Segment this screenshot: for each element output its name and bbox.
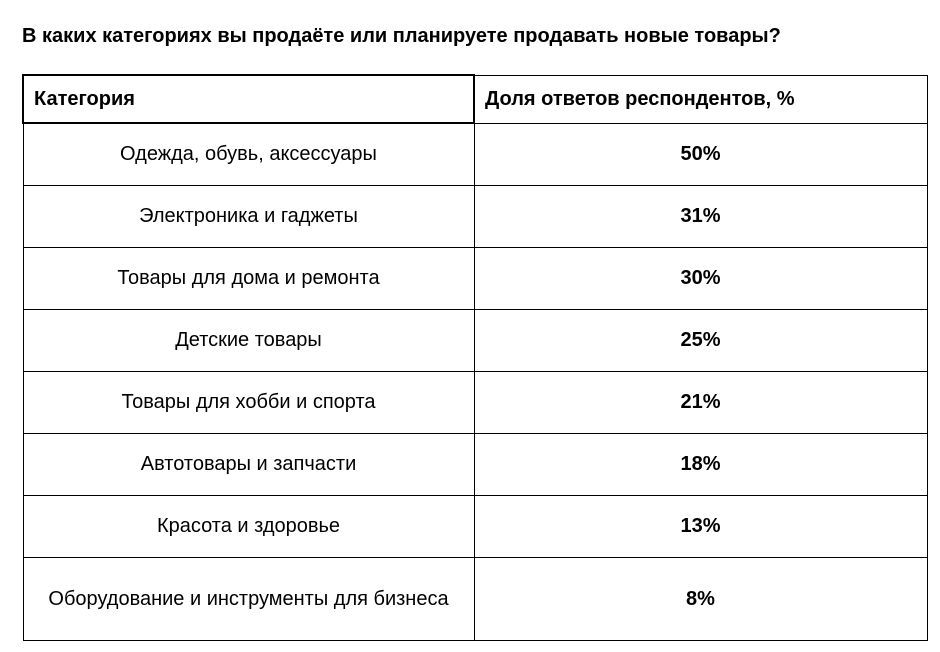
- share-cell: 13%: [473, 494, 928, 558]
- table-header-row: Категория Доля ответов респондентов, %: [22, 74, 928, 124]
- share-cell: 50%: [473, 122, 928, 186]
- category-cell: Электроника и гаджеты: [22, 184, 475, 248]
- category-cell: Товары для хобби и спорта: [22, 370, 475, 434]
- table-row: Товары для хобби и спорта 21%: [22, 370, 928, 434]
- category-cell: Одежда, обувь, аксессуары: [22, 122, 475, 186]
- share-cell: 25%: [473, 308, 928, 372]
- table-row: Детские товары 25%: [22, 308, 928, 372]
- survey-table: Категория Доля ответов респондентов, % О…: [22, 74, 928, 641]
- category-cell: Оборудование и инструменты для бизнеса: [22, 556, 475, 641]
- category-cell: Красота и здоровье: [22, 494, 475, 558]
- category-cell: Детские товары: [22, 308, 475, 372]
- category-cell: Автотовары и запчасти: [22, 432, 475, 496]
- column-header-category: Категория: [22, 74, 475, 124]
- share-cell: 18%: [473, 432, 928, 496]
- table-row: Электроника и гаджеты 31%: [22, 184, 928, 248]
- table-row: Красота и здоровье 13%: [22, 494, 928, 558]
- page-title: В каких категориях вы продаёте или плани…: [22, 25, 781, 47]
- table-row: Автотовары и запчасти 18%: [22, 432, 928, 496]
- column-header-share: Доля ответов респондентов, %: [473, 74, 928, 124]
- table-row: Товары для дома и ремонта 30%: [22, 246, 928, 310]
- table-row: Одежда, обувь, аксессуары 50%: [22, 122, 928, 186]
- share-cell: 30%: [473, 246, 928, 310]
- share-cell: 21%: [473, 370, 928, 434]
- table-row: Оборудование и инструменты для бизнеса 8…: [22, 556, 928, 641]
- category-cell: Товары для дома и ремонта: [22, 246, 475, 310]
- share-cell: 31%: [473, 184, 928, 248]
- share-cell: 8%: [473, 556, 928, 641]
